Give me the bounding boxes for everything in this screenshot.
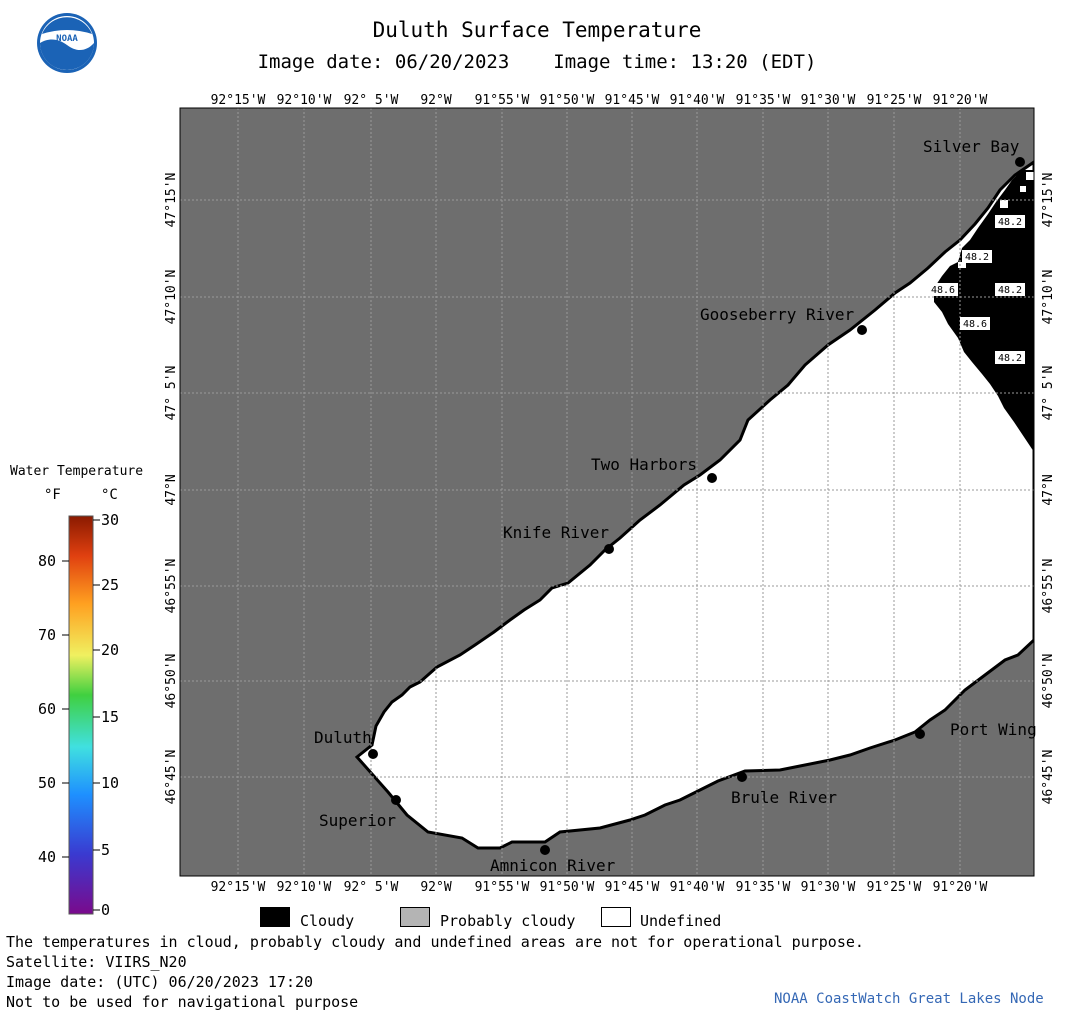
credit-text: NOAA CoastWatch Great Lakes Node	[774, 991, 1044, 1007]
longitude-label: 91°30'W	[801, 93, 856, 108]
longitude-label: 91°45'W	[605, 93, 660, 108]
celsius-tick: 30	[101, 511, 120, 529]
longitude-label: 91°45'W	[605, 880, 660, 895]
temperature-reading: 48.6	[963, 319, 987, 330]
longitude-label: 91°50'W	[540, 880, 595, 895]
fahrenheit-tick: 70	[38, 626, 57, 644]
place-label-brule-river: Brule River	[731, 788, 837, 807]
latitude-label: 47°15'N	[1041, 173, 1056, 228]
longitude-label: 92°15'W	[211, 93, 266, 108]
place-markers	[368, 157, 1025, 855]
longitude-label: 92° 5'W	[344, 93, 399, 108]
longitude-label: 91°50'W	[540, 93, 595, 108]
cloudy-label: Cloudy	[300, 912, 355, 930]
latitude-label: 47°N	[1041, 474, 1056, 505]
latitude-label: 46°50'N	[164, 654, 179, 709]
latitude-label: 47°N	[164, 474, 179, 505]
legend-title: Water Temperature	[10, 464, 144, 479]
temperature-color-bar	[68, 515, 94, 915]
image-date-label: Image date: 06/20/2023	[257, 51, 510, 73]
longitude-label: 92°15'W	[211, 880, 266, 895]
latitude-label: 47° 5'N	[164, 366, 179, 421]
longitude-label: 92°W	[420, 93, 451, 108]
longitude-labels-top: 92°15'W 92°10'W 92° 5'W 92°W 91°55'W 91°50'W 9…	[211, 93, 988, 108]
longitude-label: 91°55'W	[475, 880, 530, 895]
unit-fahrenheit: °F	[44, 487, 61, 503]
unit-celsius: °C	[101, 487, 118, 503]
undefined-label: Undefined	[640, 912, 722, 930]
undefined-swatch	[601, 907, 631, 927]
longitude-label: 91°25'W	[867, 93, 922, 108]
longitude-labels-bottom: 92°15'W 92°10'W 92° 5'W 92°W 91°55'W 91°50'W 9…	[211, 880, 988, 895]
latitude-label: 46°45'N	[1041, 750, 1056, 805]
map-title: Duluth Surface Temperature	[372, 18, 702, 42]
probably-cloudy-label: Probably cloudy	[440, 912, 576, 930]
place-label-port-wing: Port Wing	[950, 720, 1037, 739]
latitude-label: 46°55'N	[164, 559, 179, 614]
celsius-tick: 25	[101, 576, 120, 594]
longitude-label: 92°W	[420, 880, 451, 895]
longitude-label: 91°35'W	[736, 93, 791, 108]
fahrenheit-tick: 80	[38, 552, 57, 570]
image-time-label: Image time: 13:20 (EDT)	[553, 51, 817, 73]
temperature-reading: 48.2	[965, 252, 989, 263]
longitude-label: 92°10'W	[277, 880, 332, 895]
temperature-reading: 48.2	[998, 285, 1022, 296]
celsius-tick: 15	[101, 708, 120, 726]
utc-date-text: Image date: (UTC) 06/20/2023 17:20	[6, 973, 314, 991]
latitude-labels-right: 47°15'N 47°10'N 47° 5'N 47°N 46°55'N 46°50'N 4…	[1041, 173, 1056, 805]
latitude-label: 46°45'N	[164, 750, 179, 805]
fahrenheit-tick: 40	[38, 848, 57, 866]
place-label-knife-river: Knife River	[503, 523, 609, 542]
place-label-two-harbors: Two Harbors	[591, 455, 697, 474]
longitude-label: 91°20'W	[933, 93, 988, 108]
longitude-label: 91°40'W	[670, 880, 725, 895]
fahrenheit-tick: 60	[38, 700, 57, 718]
celsius-tick: 0	[101, 901, 111, 919]
place-label-silver-bay: Silver Bay	[923, 137, 1020, 156]
noaa-logo-text: NOAA	[56, 34, 78, 44]
temperature-reading: 48.2	[998, 353, 1022, 364]
navigation-warning: Not to be used for navigational purpose	[6, 993, 359, 1011]
temperature-reading: 48.2	[998, 217, 1022, 228]
disclaimer-text: The temperatures in cloud, probably clou…	[6, 933, 864, 951]
latitude-labels-left: 47°15'N 47°10'N 47° 5'N 47°N 46°55'N 46°50'N 4…	[164, 173, 179, 805]
latitude-label: 47°15'N	[164, 173, 179, 228]
map-subtitle: Image date: 06/20/2023 Image time: 13:20 …	[0, 51, 1074, 73]
longitude-label: 91°20'W	[933, 880, 988, 895]
latitude-label: 46°55'N	[1041, 559, 1056, 614]
cloudy-swatch	[260, 907, 290, 927]
longitude-label: 91°25'W	[867, 880, 922, 895]
latitude-label: 46°50'N	[1041, 654, 1056, 709]
temperature-reading: 48.6	[931, 285, 955, 296]
temperature-readings: 48.2 48.2 48.6 48.2 48.6 48.2	[928, 215, 1025, 364]
latitude-label: 47°10'N	[164, 270, 179, 325]
longitude-label: 91°40'W	[670, 93, 725, 108]
place-label-gooseberry-river: Gooseberry River	[700, 305, 854, 324]
latitude-label: 47° 5'N	[1041, 366, 1056, 421]
satellite-text: Satellite: VIIRS_N20	[6, 953, 187, 971]
fahrenheit-tick: 50	[38, 774, 57, 792]
probably-cloudy-swatch	[400, 907, 430, 927]
place-label-amnicon-river: Amnicon River	[490, 856, 616, 875]
cloudy-area	[934, 170, 1034, 452]
celsius-tick: 20	[101, 641, 120, 659]
graticule	[180, 108, 1034, 876]
place-label-duluth: Duluth	[314, 728, 372, 747]
longitude-label: 91°30'W	[801, 880, 856, 895]
longitude-label: 92°10'W	[277, 93, 332, 108]
longitude-label: 91°35'W	[736, 880, 791, 895]
celsius-tick: 10	[101, 774, 120, 792]
map-frame	[179, 107, 1035, 877]
longitude-label: 91°55'W	[475, 93, 530, 108]
longitude-label: 92° 5'W	[344, 880, 399, 895]
noaa-logo-icon: NOAA	[37, 13, 97, 73]
celsius-tick: 5	[101, 841, 111, 859]
place-label-superior: Superior	[319, 811, 396, 830]
latitude-label: 47°10'N	[1041, 270, 1056, 325]
